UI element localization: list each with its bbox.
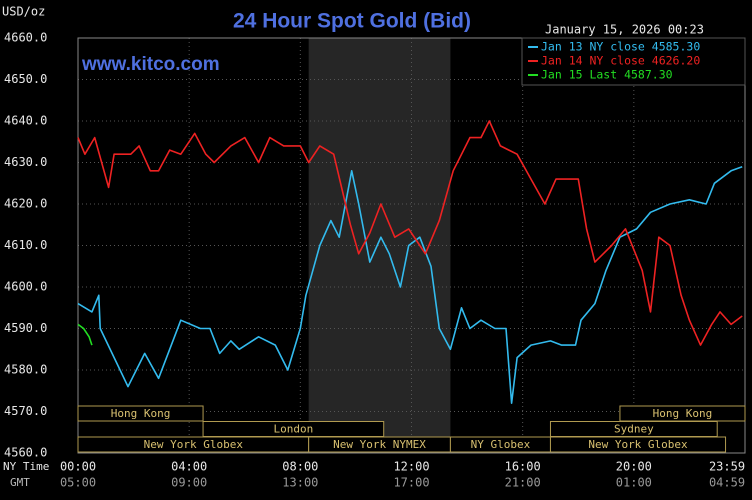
legend-label: Jan 14 NY close 4626.20 (541, 54, 700, 68)
session-label: Hong Kong (111, 407, 171, 420)
y-tick-label: 4660.0 (4, 31, 47, 45)
x2-tick-label: 09:00 (171, 476, 207, 490)
y-tick-label: 4560.0 (4, 446, 47, 460)
x2-tick-label: 01:00 (616, 476, 652, 490)
x2-tick-label: 13:00 (282, 476, 318, 490)
y-tick-label: 4620.0 (4, 197, 47, 211)
y-tick-label: 4590.0 (4, 321, 47, 335)
session-box (77, 405, 204, 422)
session-label: London (274, 423, 314, 436)
y-tick-label: 4600.0 (4, 280, 47, 294)
timestamp: January 15, 2026 00:23 (545, 23, 704, 37)
y-tick-label: 4580.0 (4, 363, 47, 377)
y-tick-label: 4570.0 (4, 404, 47, 418)
watermark: www.kitco.com (81, 54, 220, 75)
x2-axis-title: GMT (10, 476, 30, 489)
legend-box (521, 37, 746, 86)
y-tick-label: 4640.0 (4, 114, 47, 128)
x-tick-label: 04:00 (171, 460, 207, 474)
price-line (77, 120, 743, 346)
x2-tick-label: 17:00 (393, 476, 429, 490)
y-axis-title: USD/oz (2, 5, 45, 19)
session-label: NY Globex (471, 438, 531, 451)
session-label: New York NYMEX (333, 438, 426, 451)
y-tick-label: 4630.0 (4, 155, 47, 169)
legend-label: Jan 13 NY close 4585.30 (541, 40, 700, 54)
session-label: New York Globex (588, 438, 688, 451)
x-tick-label: 23:59 (709, 460, 745, 474)
session-label: Sydney (614, 423, 654, 436)
x-tick-label: 20:00 (616, 460, 652, 474)
price-line (77, 165, 743, 404)
x-tick-label: 08:00 (282, 460, 318, 474)
session-box (549, 436, 727, 453)
x2-tick-label: 21:00 (505, 476, 541, 490)
plot-frame (77, 37, 746, 454)
session-label: New York Globex (144, 438, 244, 451)
x2-tick-label: 04:59 (709, 476, 745, 490)
legend-label: Jan 15 Last 4587.30 (541, 68, 673, 82)
x-tick-label: 12:00 (393, 460, 429, 474)
chart-title: 24 Hour Spot Gold (Bid) (233, 10, 471, 33)
x-tick-label: 00:00 (60, 460, 96, 474)
x-tick-label: 16:00 (505, 460, 541, 474)
x-axis-title: NY Time (3, 460, 49, 473)
x2-tick-label: 05:00 (60, 476, 96, 490)
y-tick-label: 4610.0 (4, 238, 47, 252)
y-tick-label: 4650.0 (4, 72, 47, 86)
session-label: Hong Kong (653, 407, 713, 420)
price-line (77, 323, 93, 346)
